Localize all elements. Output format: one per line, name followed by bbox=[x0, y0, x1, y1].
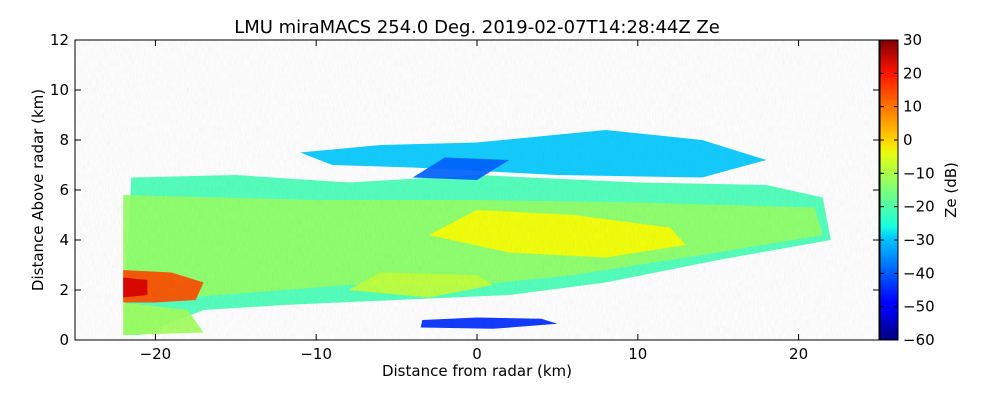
x-tick-label: 0 bbox=[472, 345, 482, 363]
x-axis: −20 −10 0 10 20 bbox=[140, 40, 808, 363]
y-tick-label: 8 bbox=[59, 131, 69, 149]
colorbar-axis: −60 −50 −40 −30 −20 −10 0 10 20 30 bbox=[880, 31, 935, 349]
y-tick-label: 10 bbox=[50, 81, 69, 99]
colorbar-tick-label: 20 bbox=[903, 64, 922, 82]
colorbar-tick-label: −50 bbox=[903, 298, 935, 316]
x-tick-label: −20 bbox=[140, 345, 172, 363]
colorbar-tick-label: 30 bbox=[903, 31, 922, 49]
x-tick-label: 10 bbox=[628, 345, 647, 363]
colorbar-tick-label: 0 bbox=[903, 131, 913, 149]
speckle-texture bbox=[75, 40, 879, 340]
y-tick-label: 0 bbox=[59, 331, 69, 349]
y-tick-label: 6 bbox=[59, 181, 69, 199]
x-axis-label: Distance from radar (km) bbox=[382, 362, 572, 380]
y-tick-label: 2 bbox=[59, 281, 69, 299]
colorbar-tick-label: −20 bbox=[903, 198, 935, 216]
x-tick-label: 20 bbox=[789, 345, 808, 363]
colorbar-tick-label: 10 bbox=[903, 98, 922, 116]
x-tick-label: −10 bbox=[300, 345, 332, 363]
y-tick-label: 12 bbox=[50, 31, 69, 49]
plot-area bbox=[75, 40, 879, 340]
y-axis: 0 2 4 6 8 10 12 bbox=[50, 31, 879, 349]
y-axis-label: Distance Above radar (km) bbox=[29, 89, 47, 291]
colorbar-tick-label: −40 bbox=[903, 264, 935, 282]
colorbar-tick-label: −60 bbox=[903, 331, 935, 349]
chart-title: LMU miraMACS 254.0 Deg. 2019-02-07T14:28… bbox=[234, 17, 720, 38]
colorbar bbox=[879, 39, 899, 341]
y-tick-label: 4 bbox=[59, 231, 69, 249]
colorbar-tick-label: −30 bbox=[903, 231, 935, 249]
colorbar-tick-label: −10 bbox=[903, 164, 935, 182]
colorbar-label: Ze (dB) bbox=[942, 162, 960, 218]
